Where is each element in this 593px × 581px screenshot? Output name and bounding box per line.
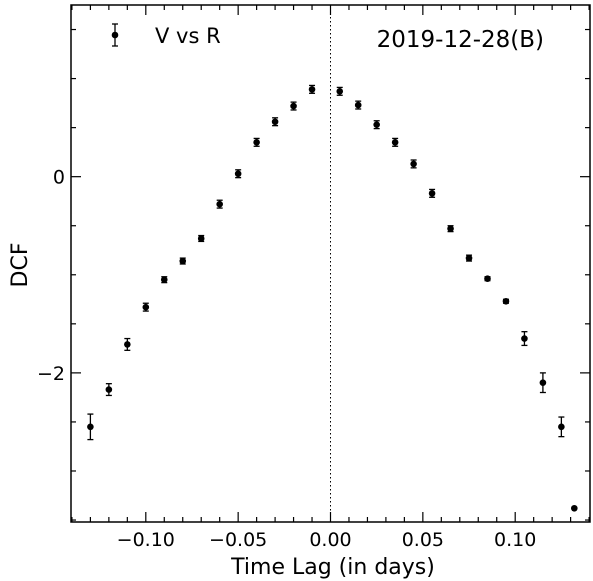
axis-tick-labels: −0.10 −0.05 0.00 0.05 0.10 −2 0 bbox=[37, 167, 536, 551]
data-point bbox=[558, 423, 565, 431]
data-point bbox=[197, 235, 205, 242]
data-point bbox=[373, 121, 380, 128]
x-tick-label: −0.05 bbox=[209, 529, 267, 551]
data-point bbox=[160, 276, 168, 283]
x-tick-label: 0.00 bbox=[309, 529, 351, 551]
data-point bbox=[105, 386, 113, 393]
y-tick-label: 0 bbox=[53, 167, 65, 189]
chart-annotation: 2019-12-28(B) bbox=[377, 27, 544, 53]
data-point bbox=[308, 86, 316, 93]
data-point bbox=[336, 88, 344, 95]
data-point bbox=[521, 335, 528, 342]
data-point bbox=[290, 102, 297, 110]
data-point bbox=[571, 504, 578, 512]
data-point bbox=[87, 423, 94, 431]
y-axis-title: DCF bbox=[8, 243, 33, 288]
data-point bbox=[271, 118, 279, 126]
x-tick-label: 0.10 bbox=[494, 529, 536, 551]
legend-marker bbox=[111, 31, 119, 39]
legend: V vs R bbox=[111, 23, 221, 48]
x-tick-label: 0.05 bbox=[402, 529, 444, 551]
plot-frame bbox=[70, 4, 591, 523]
data-point bbox=[179, 257, 187, 265]
data-point bbox=[447, 225, 454, 232]
data-point bbox=[502, 297, 510, 305]
y-tick-label: −2 bbox=[37, 363, 65, 385]
data-point bbox=[428, 190, 436, 197]
data-point bbox=[234, 170, 242, 178]
x-axis-title: Time Lag (in days) bbox=[230, 555, 435, 580]
data-point bbox=[484, 275, 491, 283]
data-point bbox=[465, 254, 473, 262]
legend-label: V vs R bbox=[155, 24, 221, 48]
data-point bbox=[124, 341, 131, 348]
data-point bbox=[142, 303, 150, 311]
data-point bbox=[410, 160, 417, 168]
data-point bbox=[391, 139, 399, 146]
axis-ticks bbox=[71, 5, 590, 522]
data-point bbox=[216, 200, 223, 208]
data-points bbox=[87, 84, 578, 512]
data-point bbox=[539, 379, 547, 386]
data-point bbox=[253, 139, 260, 146]
x-tick-label: −0.10 bbox=[117, 529, 175, 551]
data-point bbox=[354, 101, 362, 109]
